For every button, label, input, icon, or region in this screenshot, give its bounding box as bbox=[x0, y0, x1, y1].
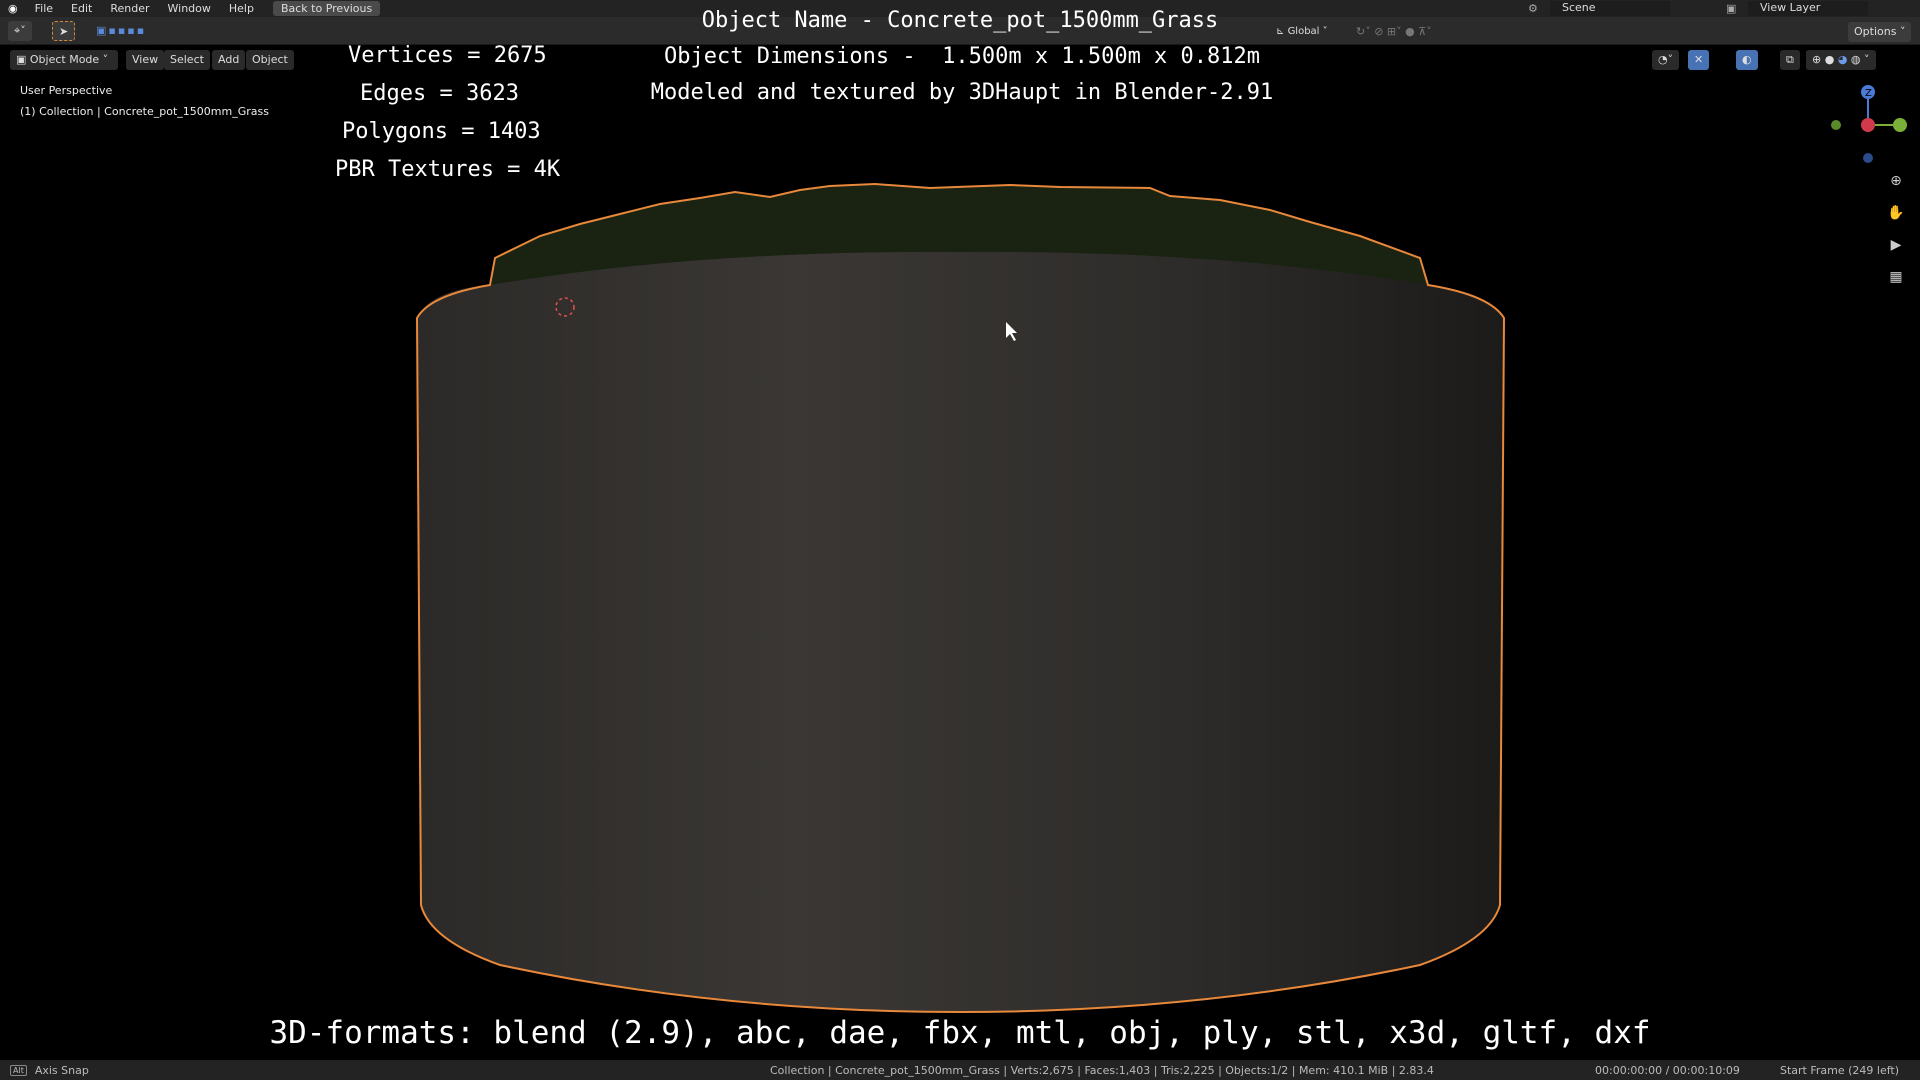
orientation-label: Global bbox=[1287, 26, 1320, 37]
vertices-count: Vertices = 2675 bbox=[348, 43, 547, 68]
select-menu[interactable]: Select bbox=[164, 50, 210, 70]
options-dropdown[interactable]: Options ˅ bbox=[1848, 22, 1912, 42]
shading-modes-icons[interactable]: ⊕ ● ◕ ◍ ˅ bbox=[1806, 50, 1876, 70]
status-bar: Alt Axis Snap Collection | Concrete_pot_… bbox=[0, 1060, 1920, 1080]
mode-label: Object Mode bbox=[29, 53, 100, 66]
object-menu[interactable]: Object bbox=[246, 50, 294, 70]
add-menu[interactable]: Add bbox=[212, 50, 246, 70]
visibility-icon[interactable]: ◔˅ bbox=[1652, 50, 1680, 70]
mouse-icon: Alt bbox=[10, 1064, 27, 1076]
scene-stats: Collection | Concrete_pot_1500mm_Grass |… bbox=[770, 1063, 1434, 1077]
view-layer-field[interactable]: View Layer bbox=[1748, 1, 1868, 16]
snap-icons[interactable]: ↻˅ ⊘ ⊞˅ ● ⊼˅ bbox=[1350, 22, 1438, 42]
navigation-gizmo[interactable]: Z bbox=[1820, 80, 1920, 170]
scene-field[interactable]: Scene bbox=[1550, 1, 1670, 16]
grid-view-icon[interactable]: ▦ bbox=[1889, 269, 1903, 285]
credit-line: Modeled and textured by 3DHaupt in Blend… bbox=[650, 80, 1274, 105]
tool-header: ⌖˅ ➤ ▣▪▪▪▪ ⊾ Global ˅ ↻˅ ⊘ ⊞˅ ● ⊼˅ Optio… bbox=[0, 17, 1920, 45]
object-dimensions: Object Dimensions - 1.500m x 1.500m x 0.… bbox=[663, 44, 1261, 69]
pbr-textures: PBR Textures = 4K bbox=[335, 157, 561, 182]
camera-icon[interactable]: ▶ bbox=[1890, 237, 1902, 253]
transform-orientation-dropdown[interactable]: ⊾ Global ˅ bbox=[1270, 22, 1334, 42]
object-mode-dropdown[interactable]: ▣ Object Mode ˅ bbox=[10, 50, 118, 70]
selection-outline bbox=[415, 182, 1506, 1014]
back-to-previous-button[interactable]: Back to Previous bbox=[272, 1, 381, 16]
viewport-perspective-label: User Perspective bbox=[20, 84, 113, 97]
select-mode-icons[interactable]: ▣▪▪▪▪ bbox=[90, 21, 153, 41]
3d-cursor-icon[interactable] bbox=[555, 297, 575, 317]
edges-count: Edges = 3623 bbox=[360, 81, 519, 106]
select-tool-icon[interactable]: ➤ bbox=[52, 21, 76, 41]
scene-icon[interactable]: ⚙ bbox=[1528, 2, 1538, 15]
object-name-title: Object Name - Concrete_pot_1500mm_Grass bbox=[701, 8, 1219, 33]
menu-edit[interactable]: Edit bbox=[71, 2, 93, 15]
polygons-count: Polygons = 1403 bbox=[342, 119, 541, 144]
playback-time: 00:00:00:00 / 00:00:10:09 bbox=[1595, 1063, 1740, 1077]
xray-icon[interactable]: ⧉ bbox=[1780, 50, 1800, 70]
overlay-toggle-icon[interactable]: ◐ bbox=[1736, 50, 1758, 70]
view-menu[interactable]: View bbox=[126, 50, 165, 70]
options-label: Options bbox=[1854, 25, 1897, 38]
zoom-icon[interactable]: ⊕ bbox=[1890, 173, 1902, 189]
editor-type-icon[interactable]: ⌖˅ bbox=[8, 21, 32, 41]
gizmo-z-label: Z bbox=[1865, 88, 1872, 99]
pan-hand-icon[interactable]: ✋ bbox=[1887, 205, 1905, 221]
start-frame: Start Frame (249 left) bbox=[1780, 1063, 1900, 1077]
mouse-cursor-icon bbox=[1006, 322, 1017, 341]
formats-list: 3D-formats: blend (2.9), abc, dae, fbx, … bbox=[269, 1015, 1651, 1051]
blender-logo-icon[interactable]: ◉ bbox=[8, 2, 18, 15]
view-layer-icon[interactable]: ▣ bbox=[1726, 2, 1737, 15]
top-menu-bar: ◉ File Edit Render Window Help Back to P… bbox=[0, 0, 1920, 17]
pot-body bbox=[417, 251, 1504, 1012]
menu-file[interactable]: File bbox=[34, 2, 54, 15]
menu-help[interactable]: Help bbox=[228, 2, 254, 15]
menu-render[interactable]: Render bbox=[110, 2, 150, 15]
gizmo-toggle-icon[interactable]: ✕ bbox=[1688, 50, 1710, 70]
viewport-collection-label: (1) Collection | Concrete_pot_1500mm_Gra… bbox=[20, 105, 269, 118]
menu-window[interactable]: Window bbox=[167, 2, 211, 15]
axis-snap-hint: Axis Snap bbox=[34, 1063, 89, 1077]
